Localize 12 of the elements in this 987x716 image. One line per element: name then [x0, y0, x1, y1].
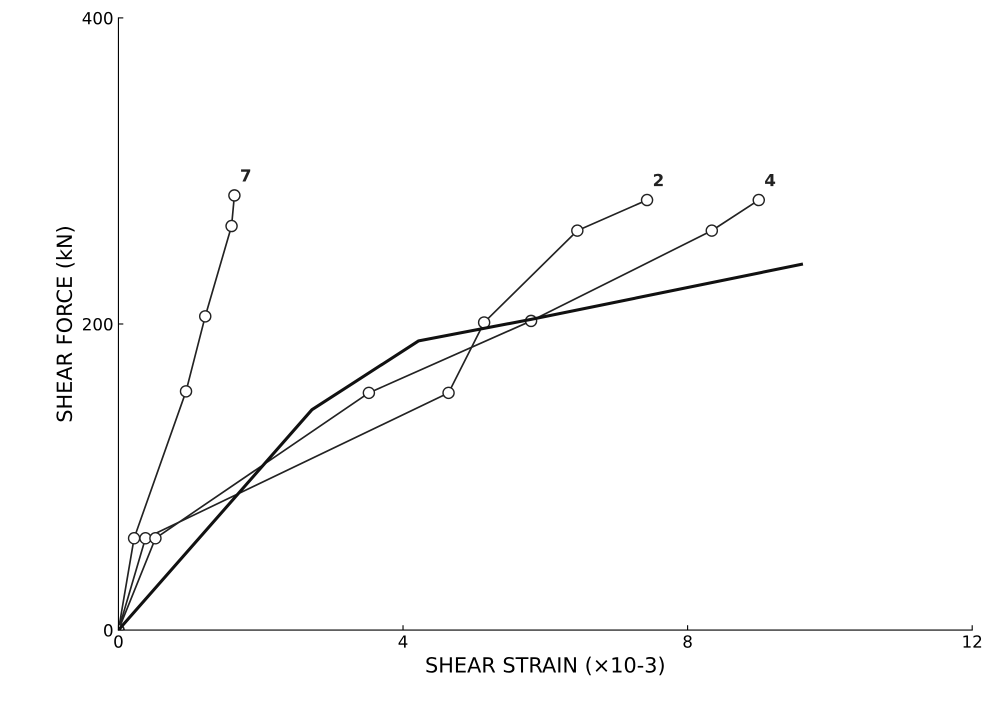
y-axis-title: SHEAR FORCE (kN) [56, 227, 75, 422]
y-tick-label: 400 [82, 12, 112, 24]
series-label: 2 [654, 174, 663, 186]
y-tick-label: 200 [82, 318, 112, 331]
y-tick-label: 0 [104, 624, 112, 637]
x-tick-label: 0 [114, 635, 123, 648]
series-label: 4 [765, 174, 776, 186]
series-label: 7 [241, 169, 250, 182]
x-tick-label: 8 [683, 635, 692, 648]
x-axis-title: SHEAR STRAIN (×10-3) [426, 656, 664, 676]
x-tick-label: 4 [398, 635, 408, 648]
x-tick-label: 12 [963, 635, 982, 648]
